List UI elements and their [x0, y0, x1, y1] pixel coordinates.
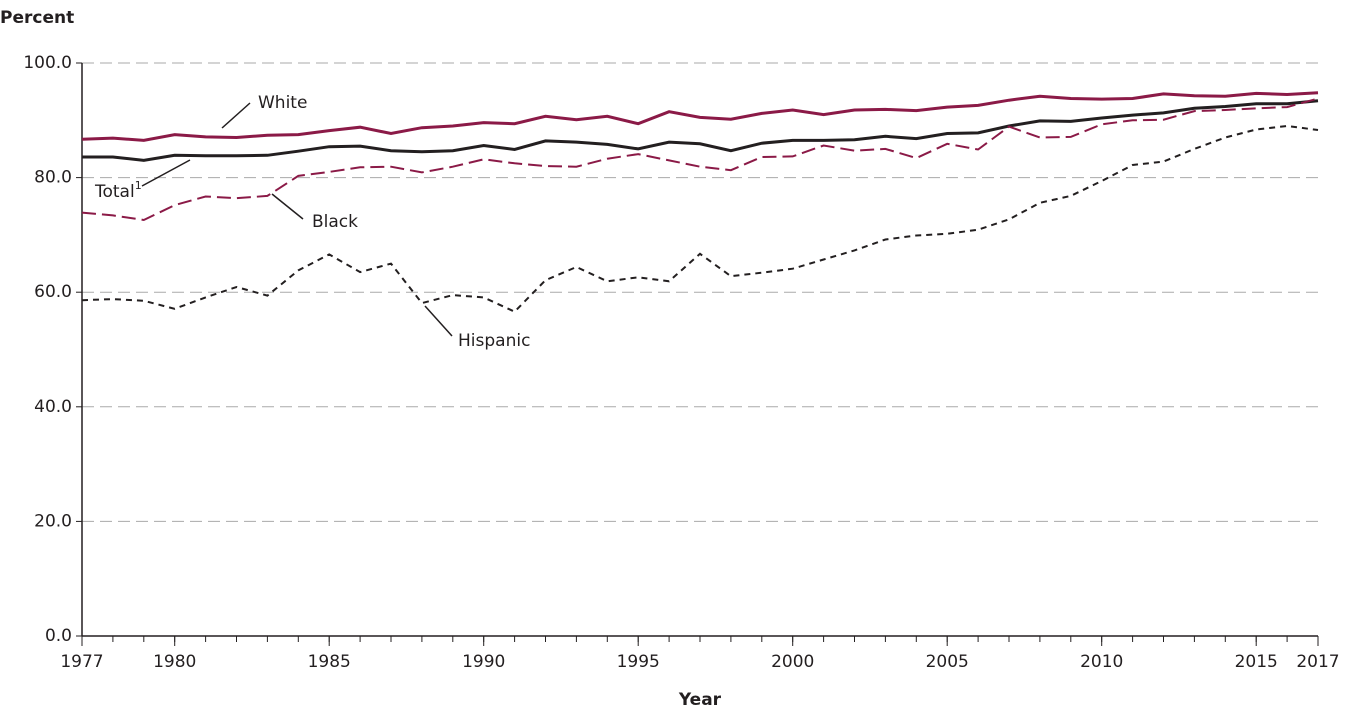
series-line — [81, 97, 1319, 222]
x-tick-label: 2010 — [1080, 652, 1123, 672]
x-tick-label: 1995 — [617, 652, 660, 672]
y-tick-label: 100.0 — [23, 53, 72, 73]
series-label: Total1 — [94, 179, 142, 202]
leader-line — [424, 305, 453, 337]
y-axis-title: Percent — [0, 8, 74, 28]
x-tick-label: 2017 — [1296, 652, 1339, 672]
y-tick-label: 40.0 — [34, 397, 72, 417]
leader-line — [141, 159, 191, 187]
leader-line — [271, 193, 304, 220]
series-note: 1 — [135, 179, 142, 192]
x-tick-label: 2000 — [771, 652, 814, 672]
series-line — [81, 91, 1319, 142]
series-label: Hispanic — [458, 331, 530, 351]
series-name: White — [258, 93, 307, 113]
y-tick-label: 80.0 — [34, 168, 72, 188]
series-line — [82, 99, 1319, 162]
x-tick-label: 2005 — [926, 652, 969, 672]
series-label: White — [258, 93, 307, 113]
x-tick-label: 2015 — [1235, 652, 1278, 672]
series-line — [81, 124, 1319, 313]
series-name: Black — [312, 212, 358, 232]
series-label: Black — [312, 212, 358, 232]
leader-line — [221, 102, 251, 129]
x-tick-label: 1985 — [308, 652, 351, 672]
series-name: Hispanic — [458, 331, 530, 351]
y-tick-label: 20.0 — [34, 511, 72, 531]
y-tick-label: 0.0 — [45, 626, 72, 646]
x-tick-label: 1977 — [60, 652, 103, 672]
series-name: Total — [94, 182, 135, 202]
x-tick-label: 1990 — [462, 652, 505, 672]
y-tick-label: 60.0 — [34, 282, 72, 302]
x-axis-title: Year — [678, 690, 722, 710]
x-tick-label: 1980 — [153, 652, 196, 672]
